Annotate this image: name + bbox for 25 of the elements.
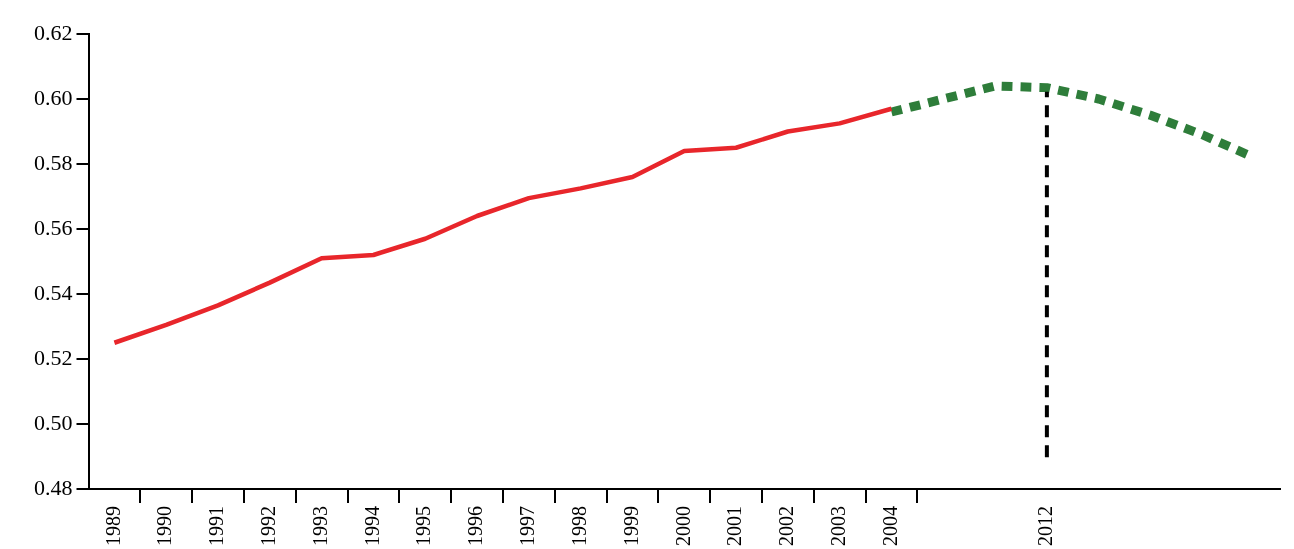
x-tick-label: 1997 <box>516 506 539 546</box>
y-tick-label: 0.50 <box>34 409 73 435</box>
x-tick-label: 1994 <box>360 506 383 546</box>
y-tick-label: 0.48 <box>34 474 73 500</box>
x-tick-label: 1992 <box>257 506 280 546</box>
y-tick-label: 0.52 <box>34 344 73 370</box>
x-tick-label: 2003 <box>826 506 849 546</box>
x-tick-label: 1991 <box>205 506 228 546</box>
y-tick-label: 0.62 <box>34 19 73 45</box>
x-tick-label: 1990 <box>153 506 176 546</box>
y-tick-label: 0.54 <box>34 279 73 305</box>
x-tick-label: 1989 <box>101 506 124 546</box>
x-tick-label: 1996 <box>464 506 487 546</box>
x-tick-label: 1993 <box>308 506 331 546</box>
x-tick-label: 2001 <box>723 506 746 546</box>
x-tick-label: 2012 <box>1034 506 1057 546</box>
y-tick-label: 0.56 <box>34 214 73 240</box>
x-tick-label: 2004 <box>878 506 901 546</box>
y-tick-label: 0.58 <box>34 149 73 175</box>
x-tick-label: 1998 <box>567 506 590 546</box>
x-tick-label: 1999 <box>619 506 642 546</box>
y-tick-label: 0.60 <box>34 84 73 110</box>
x-tick-label: 2000 <box>671 506 694 546</box>
x-tick-label: 1995 <box>412 506 435 546</box>
x-tick-label: 2002 <box>775 506 798 546</box>
